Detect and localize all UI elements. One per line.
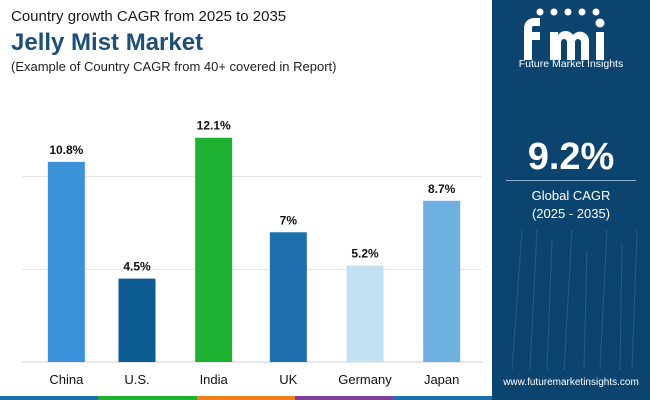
chart-subtitle: Country growth CAGR from 2025 to 2035 bbox=[11, 8, 287, 25]
website-link[interactable]: www.futuremarketinsights.com bbox=[503, 377, 639, 388]
tick-label-uk: UK bbox=[279, 372, 297, 387]
footer-segment-1 bbox=[98, 396, 197, 400]
tick-label-china: China bbox=[49, 372, 84, 387]
sidebar: Future Market Insights 9.2% Global CAGR … bbox=[492, 0, 650, 400]
header: Country growth CAGR from 2025 to 2035 Je… bbox=[0, 0, 492, 84]
data-label-india: 12.1% bbox=[197, 119, 231, 133]
tick-label-japan: Japan bbox=[424, 372, 459, 387]
decorative-lines bbox=[511, 230, 638, 370]
tick-label-india: India bbox=[200, 372, 229, 387]
tick-label-germany: Germany bbox=[338, 372, 392, 387]
footer-color-bar bbox=[0, 396, 493, 400]
footer-segment-2 bbox=[196, 396, 296, 400]
chart-note: (Example of Country CAGR from 40+ covere… bbox=[11, 59, 337, 74]
bar-china bbox=[47, 161, 85, 362]
global-cagr-value: 9.2% bbox=[527, 136, 615, 178]
bar-germany bbox=[346, 265, 384, 362]
data-label-u-s: 4.5% bbox=[123, 260, 151, 274]
data-label-uk: 7% bbox=[280, 213, 298, 227]
fmi-logo bbox=[524, 8, 605, 60]
footer-segment-3 bbox=[295, 396, 394, 400]
data-label-germany: 5.2% bbox=[351, 247, 379, 261]
bar-uk bbox=[269, 232, 307, 362]
divider bbox=[506, 180, 636, 181]
data-label-china: 10.8% bbox=[49, 143, 83, 157]
footer-segment-0 bbox=[0, 396, 99, 400]
data-label-japan: 8.7% bbox=[428, 182, 456, 196]
bar-japan bbox=[423, 200, 461, 362]
bar-india bbox=[195, 137, 233, 362]
bar-u-s bbox=[118, 278, 156, 362]
chart-title: Jelly Mist Market bbox=[11, 29, 204, 56]
tick-label-u-s: U.S. bbox=[124, 372, 149, 387]
footer-segment-4 bbox=[393, 396, 493, 400]
brand-name: Future Market Insights bbox=[518, 58, 624, 70]
bar-chart: 10.8% China 4.5% U.S. 12.1% India 7% UK 5.2% Germ… bbox=[22, 119, 482, 387]
global-cagr-label: Global CAGR bbox=[531, 188, 611, 203]
global-cagr-period: (2025 - 2035) bbox=[531, 206, 611, 221]
